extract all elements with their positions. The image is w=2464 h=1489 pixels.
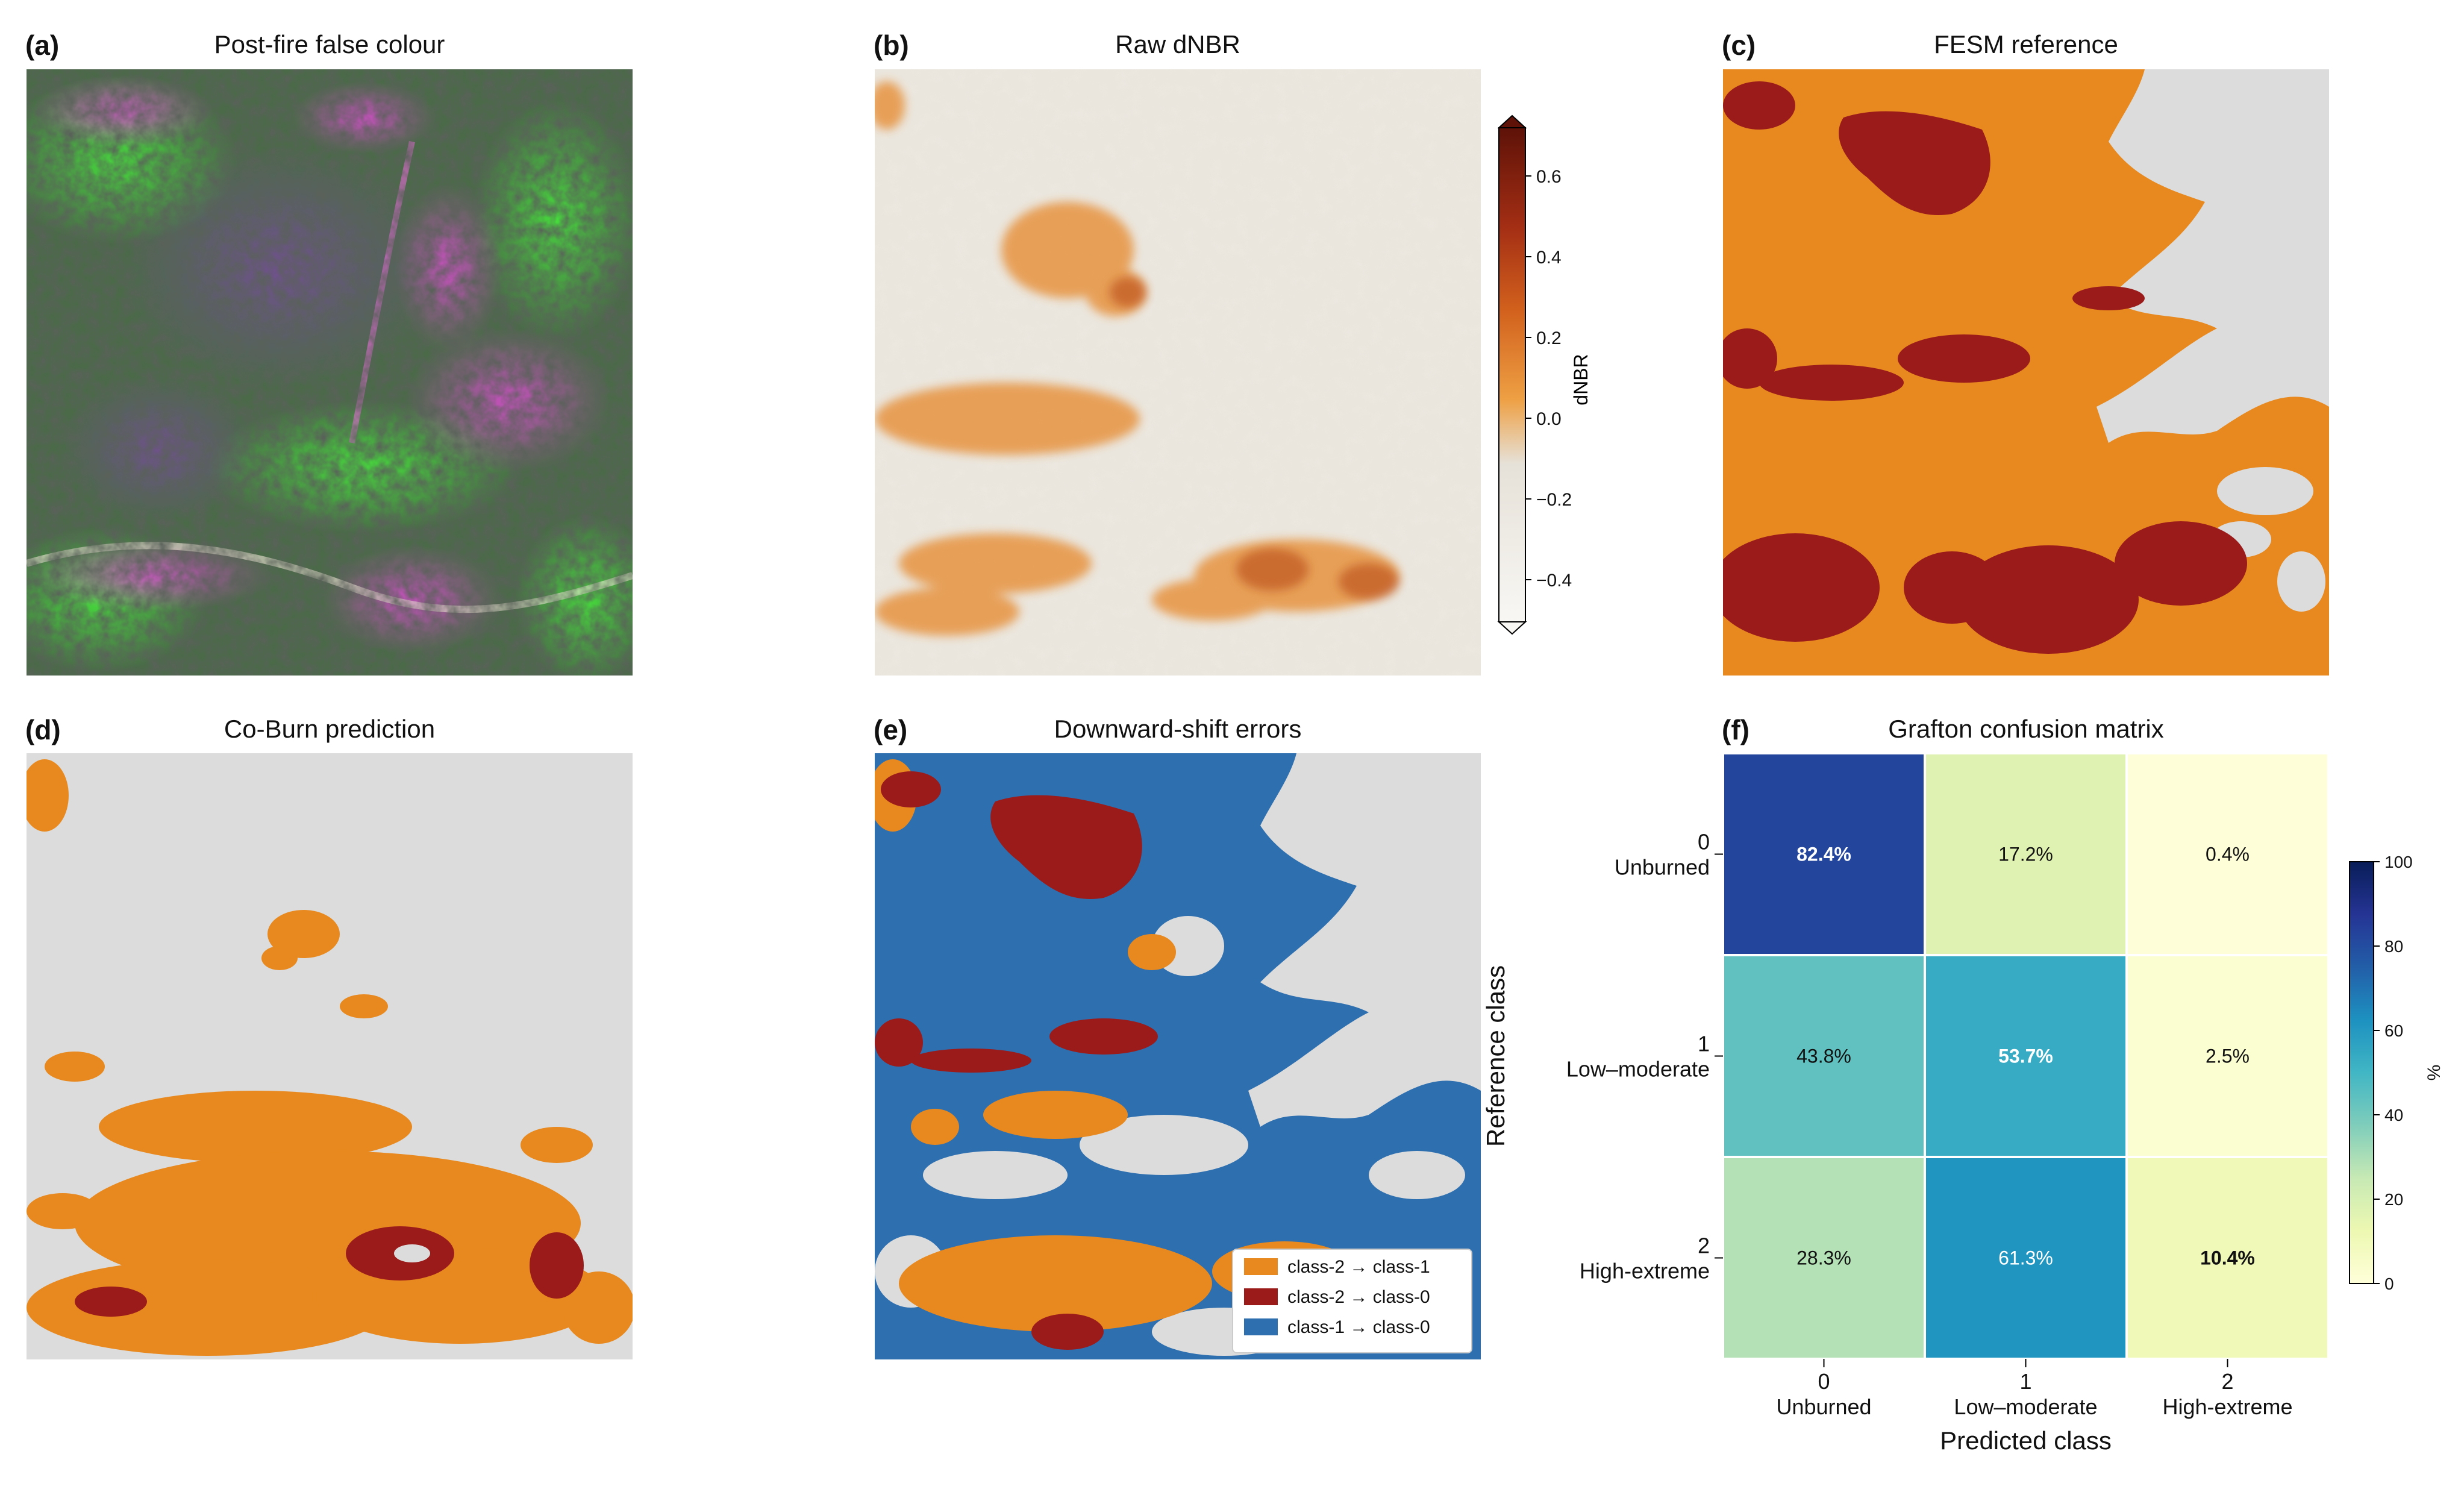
cell-value-label: 0.4%: [2206, 844, 2250, 865]
panel-a-label: (a): [25, 30, 60, 61]
y-axis-label: Reference class: [1482, 965, 1510, 1147]
legend-label: class-1 → class-0: [1287, 1317, 1430, 1337]
dnbr-tick: 0.6: [1536, 167, 1562, 187]
y-tick-number: 2: [1698, 1234, 1710, 1258]
coburn-prediction-map: [27, 753, 633, 1359]
dnbr-colorbar-label: dNBR: [1570, 354, 1592, 405]
panel-e-label: (e): [874, 714, 908, 745]
legend-label: class-2 → class-0: [1287, 1287, 1430, 1307]
colorbar-label: %: [2424, 1065, 2444, 1081]
colorbar-tick-label: 60: [2384, 1021, 2403, 1040]
x-tick-name: Low–moderate: [1954, 1394, 2097, 1419]
y-tick-name: Unburned: [1615, 855, 1710, 880]
legend-swatch: [1244, 1288, 1278, 1305]
dnbr-tick: 0.0: [1536, 409, 1562, 429]
legend-swatch: [1244, 1258, 1278, 1275]
panel-f-label: (f): [1722, 714, 1750, 745]
colorbar-tick-label: 40: [2384, 1106, 2403, 1124]
matrix-cell: [2125, 954, 2330, 1158]
panel-e-title: Downward-shift errors: [1054, 715, 1302, 743]
matrix-cell: [2125, 752, 2330, 956]
panel-d-title: Co-Burn prediction: [224, 715, 436, 743]
panel-f-title: Grafton confusion matrix: [1888, 715, 2164, 743]
matrix-cell: [1722, 1156, 1926, 1360]
legend-label: class-2 → class-1: [1287, 1257, 1430, 1277]
x-tick-number: 1: [2019, 1369, 2031, 1394]
colorbar-tick-label: 80: [2384, 937, 2403, 956]
panel-b-label: (b): [874, 30, 909, 61]
y-tick-name: Low–moderate: [1566, 1057, 1710, 1082]
colorbar-tick-label: 0: [2384, 1274, 2394, 1293]
panel-a-title: Post-fire false colour: [214, 30, 445, 58]
false-colour-image: [27, 69, 633, 676]
percent-colorbar: [2349, 861, 2374, 1284]
dnbr-tick: 0.2: [1536, 328, 1562, 348]
panel-d-label: (d): [25, 714, 61, 745]
x-tick-number: 2: [2221, 1369, 2233, 1394]
dnbr-colorbar: 0.6 0.4 0.2 0.0 −0.2 −0.4 dNBR: [1482, 114, 1603, 645]
panel-c-label: (c): [1722, 30, 1756, 61]
cell-value-label: 17.2%: [1998, 844, 2053, 865]
confusion-matrix-chart: 82.4% 17.2% 0.4% 43.8% 53.7% 2.5% 28.3% 61.3% 10…: [1481, 747, 2464, 1486]
matrix-cell: [1722, 752, 1926, 956]
cell-value-label: 82.4%: [1796, 844, 1851, 865]
dnbr-tick: −0.2: [1536, 490, 1572, 510]
shift-errors-legend: class-2 → class-1 class-2 → class-0 clas…: [1232, 1249, 1472, 1353]
legend-swatch: [1244, 1318, 1278, 1335]
y-tick-number: 0: [1698, 830, 1710, 854]
cell-value-label: 28.3%: [1796, 1247, 1851, 1269]
fesm-reference-map: [1723, 69, 2329, 676]
y-tick-number: 1: [1698, 1032, 1710, 1056]
cell-value-label: 2.5%: [2206, 1045, 2250, 1067]
cell-value-label: 43.8%: [1796, 1045, 1851, 1067]
x-axis-label: Predicted class: [1940, 1426, 2112, 1455]
dnbr-tick: 0.4: [1536, 248, 1562, 268]
x-tick-name: High-extreme: [2162, 1394, 2292, 1419]
panel-c-title: FESM reference: [1934, 30, 2118, 58]
x-tick-name: Unburned: [1776, 1394, 1871, 1419]
dnbr-tick: −0.4: [1536, 571, 1572, 591]
colorbar-tick-label: 20: [2384, 1190, 2403, 1209]
y-tick-name: High-extreme: [1580, 1259, 1710, 1284]
panel-b-title: Raw dNBR: [1115, 30, 1240, 58]
cell-value-label: 53.7%: [1998, 1045, 2053, 1067]
x-tick-number: 0: [1818, 1369, 1830, 1394]
matrix-cell: [2125, 1156, 2330, 1360]
colorbar-tick-label: 100: [2384, 853, 2413, 871]
cell-value-label: 61.3%: [1998, 1247, 2053, 1269]
cell-value-label: 10.4%: [2200, 1247, 2255, 1269]
dnbr-map: [875, 69, 1481, 676]
